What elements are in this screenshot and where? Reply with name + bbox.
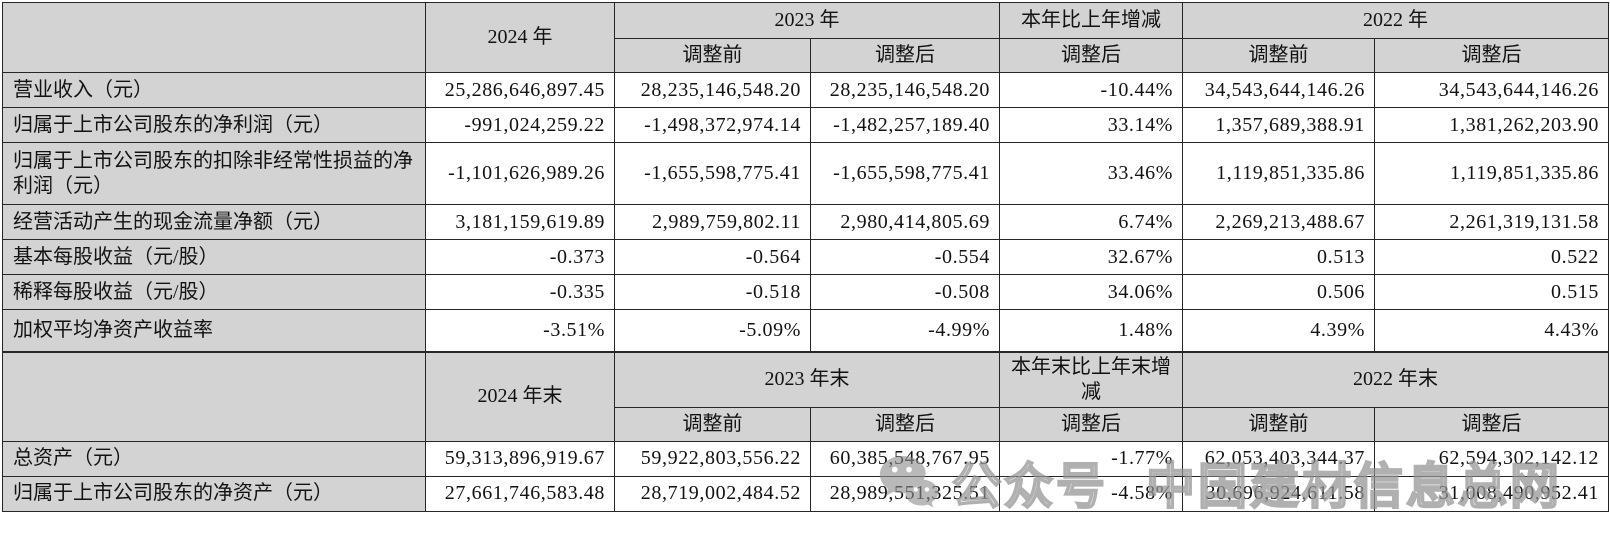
table-row-net-assets: 归属于上市公司股东的净资产（元） 27,661,746,583.48 28,71… [2,475,1609,512]
row-label: 归属于上市公司股东的扣除非经常性损益的净利润（元） [2,142,426,205]
value-change: 34.06% [999,274,1183,310]
subheader-2023-pre: 调整前 [614,38,811,73]
subheader-2023-post: 调整后 [810,38,1000,73]
value-2022-pre: 1,119,851,335.86 [1182,142,1375,205]
corner-cell [2,350,426,442]
table-row-diluted-eps: 稀释每股收益（元/股） -0.335 -0.518 -0.508 34.06% … [2,274,1609,310]
subheader-change-post: 调整后 [999,38,1183,73]
header-row-annual: 2024 年 2023 年 本年比上年增减 2022 年 [2,2,1609,73]
value-2024: 27,661,746,583.48 [425,475,615,512]
table-row-revenue: 营业收入（元） 25,286,646,897.45 28,235,146,548… [2,72,1609,108]
value-2023-pre: 59,922,803,556.22 [614,440,811,477]
header-change: 本年比上年增减 [999,2,1183,39]
value-2024: 59,313,896,919.67 [425,440,615,477]
value-2022-post: 0.515 [1374,274,1609,310]
row-label: 基本每股收益（元/股） [2,239,426,275]
value-2023-pre: 28,719,002,484.52 [614,475,811,512]
value-2023-pre: 2,989,759,802.11 [614,204,811,240]
header-2022: 2022 年 [1182,2,1609,39]
subheader-change-post: 调整后 [999,406,1183,442]
value-2024: -991,024,259.22 [425,107,615,143]
value-2023-pre: -0.518 [614,274,811,310]
row-label: 归属于上市公司股东的净资产（元） [2,475,426,512]
row-label: 营业收入（元） [2,72,426,108]
table-row-net-profit: 归属于上市公司股东的净利润（元） -991,024,259.22 -1,498,… [2,107,1609,143]
value-2022-pre: 0.506 [1182,274,1375,310]
value-change: -4.58% [999,475,1183,512]
value-2022-post: 0.522 [1374,239,1609,275]
subheader-2023-post: 调整后 [810,406,1000,442]
table-row-weighted-avg-roe: 加权平均净资产收益率 -3.51% -5.09% -4.99% 1.48% 4.… [2,309,1609,352]
value-change: 1.48% [999,309,1183,352]
row-label: 归属于上市公司股东的净利润（元） [2,107,426,143]
value-2023-pre: -0.564 [614,239,811,275]
row-label: 加权平均净资产收益率 [2,309,426,352]
value-2023-pre: -1,655,598,775.41 [614,142,811,205]
corner-cell [2,2,426,73]
value-2023-pre: -1,498,372,974.14 [614,107,811,143]
value-2024: -1,101,626,989.26 [425,142,615,205]
value-2022-post: 1,119,851,335.86 [1374,142,1609,205]
value-2022-post: 1,381,262,203.90 [1374,107,1609,143]
value-2022-pre: 34,543,644,146.26 [1182,72,1375,108]
value-2023-post: -0.508 [810,274,1000,310]
header-2022-yearend: 2022 年末 [1182,350,1609,408]
value-2022-pre: 62,053,403,344.37 [1182,440,1375,477]
table-row-total-assets: 总资产（元） 59,313,896,919.67 59,922,803,556.… [2,440,1609,477]
value-change: 33.14% [999,107,1183,143]
value-2023-post: -4.99% [810,309,1000,352]
value-2022-pre: 1,357,689,388.91 [1182,107,1375,143]
header-2023: 2023 年 [614,2,1000,39]
value-2023-post: -0.554 [810,239,1000,275]
header-yearend-change: 本年末比上年末增减 [999,350,1183,408]
value-2023-post: -1,655,598,775.41 [810,142,1000,205]
row-label: 总资产（元） [2,440,426,477]
value-2022-post: 4.43% [1374,309,1609,352]
value-2024: -3.51% [425,309,615,352]
value-2024: -0.373 [425,239,615,275]
header-2023-yearend: 2023 年末 [614,350,1000,408]
value-2023-post: 60,385,548,767.95 [810,440,1000,477]
value-2022-post: 2,261,319,131.58 [1374,204,1609,240]
subheader-2022-pre: 调整前 [1182,38,1375,73]
value-2022-pre: 2,269,213,488.67 [1182,204,1375,240]
value-2022-pre: 0.513 [1182,239,1375,275]
row-label: 经营活动产生的现金流量净额（元） [2,204,426,240]
value-2023-pre: -5.09% [614,309,811,352]
subheader-2022-pre: 调整前 [1182,406,1375,442]
subheader-row-yearend: 调整前 调整后 调整后 调整前 调整后 [3,406,1609,442]
value-2024: 3,181,159,619.89 [425,204,615,240]
value-2022-pre: 30,696,924,611.58 [1182,475,1375,512]
header-2024-yearend: 2024 年末 [425,350,615,442]
value-2023-post: 28,235,146,548.20 [810,72,1000,108]
table-row-net-profit-excl-nonrecurring: 归属于上市公司股东的扣除非经常性损益的净利润（元） -1,101,626,989… [2,142,1609,205]
value-2022-post: 34,543,644,146.26 [1374,72,1609,108]
value-2022-pre: 4.39% [1182,309,1375,352]
value-2023-post: -1,482,257,189.40 [810,107,1000,143]
value-change: 32.67% [999,239,1183,275]
value-2024: 25,286,646,897.45 [425,72,615,108]
row-label: 稀释每股收益（元/股） [2,274,426,310]
value-2024: -0.335 [425,274,615,310]
value-2023-post: 28,989,551,325.51 [810,475,1000,512]
subheader-row-annual: 调整前 调整后 调整后 调整前 调整后 [3,38,1609,73]
header-row-yearend: 2024 年末 2023 年末 本年末比上年末增减 2022 年末 [2,350,1609,442]
financial-summary-table: 2024 年 2023 年 本年比上年增减 2022 年 调整前 调整后 调整后… [2,2,1609,512]
subheader-2022-post: 调整后 [1374,406,1609,442]
value-2022-post: 31,008,490,952.41 [1374,475,1609,512]
value-change: 33.46% [999,142,1183,205]
value-2023-post: 2,980,414,805.69 [810,204,1000,240]
table-row-operating-cash-flow: 经营活动产生的现金流量净额（元） 3,181,159,619.89 2,989,… [2,204,1609,240]
subheader-2022-post: 调整后 [1374,38,1609,73]
header-2024: 2024 年 [425,2,615,73]
table-row-basic-eps: 基本每股收益（元/股） -0.373 -0.564 -0.554 32.67% … [2,239,1609,275]
value-change: -10.44% [999,72,1183,108]
value-change: 6.74% [999,204,1183,240]
subheader-2023-pre: 调整前 [614,406,811,442]
value-change: -1.77% [999,440,1183,477]
value-2023-pre: 28,235,146,548.20 [614,72,811,108]
value-2022-post: 62,594,302,142.12 [1374,440,1609,477]
